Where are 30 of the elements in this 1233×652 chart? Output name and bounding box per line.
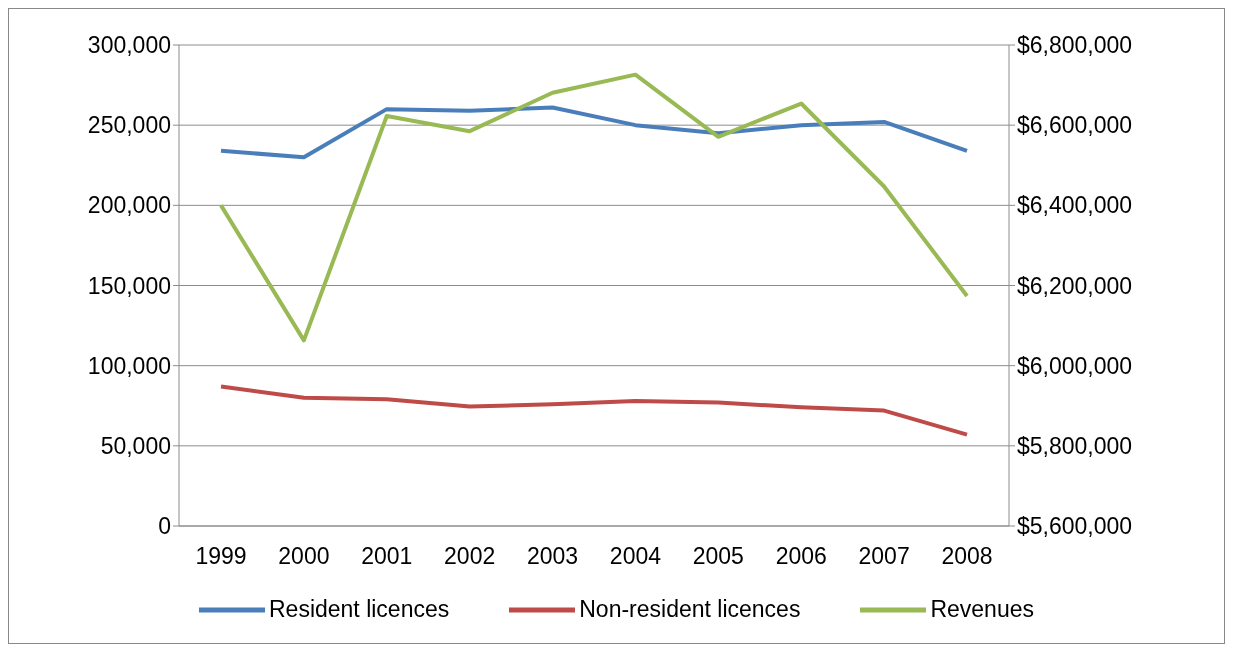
legend-label: Non-resident licences <box>579 596 801 623</box>
y-tick-label: 150,000 <box>87 272 171 299</box>
y2-tick-label: $6,000,000 <box>1017 352 1133 379</box>
x-tick-label: 1999 <box>195 543 247 570</box>
y2-tick-label: $6,200,000 <box>1017 272 1133 299</box>
x-tick-label: 2002 <box>444 543 496 570</box>
x-tick-label: 2005 <box>692 543 744 570</box>
line-series <box>219 72 969 343</box>
y2-tick-label: $6,400,000 <box>1017 192 1133 219</box>
line-series <box>219 105 969 160</box>
x-tick-label: 2006 <box>775 543 827 570</box>
y2-tick-label: $6,800,000 <box>1017 32 1133 59</box>
y-tick-label: 300,000 <box>87 32 171 58</box>
y2-tick-label: $5,800,000 <box>1017 433 1133 459</box>
y-tick-label: 0 <box>158 513 171 539</box>
y-tick-label: 100,000 <box>87 352 171 379</box>
y2-tick-label: $6,600,000 <box>1017 112 1133 139</box>
x-tick-label: 2007 <box>858 543 910 570</box>
x-tick-label: 2008 <box>941 543 993 570</box>
legend-label: Revenues <box>930 596 1034 623</box>
y2-tick-label: $5,600,000 <box>1017 513 1133 540</box>
x-tick-label: 2000 <box>278 543 330 570</box>
legend-label: Resident licences <box>268 596 450 623</box>
x-tick-label: 2004 <box>609 543 662 570</box>
line-series <box>219 384 969 437</box>
x-tick-label: 2003 <box>526 543 579 570</box>
y-tick-label: 200,000 <box>87 192 171 219</box>
y-tick-label: 250,000 <box>87 112 171 139</box>
x-tick-label: 2001 <box>361 543 413 570</box>
y-tick-label: 50,000 <box>100 432 171 459</box>
